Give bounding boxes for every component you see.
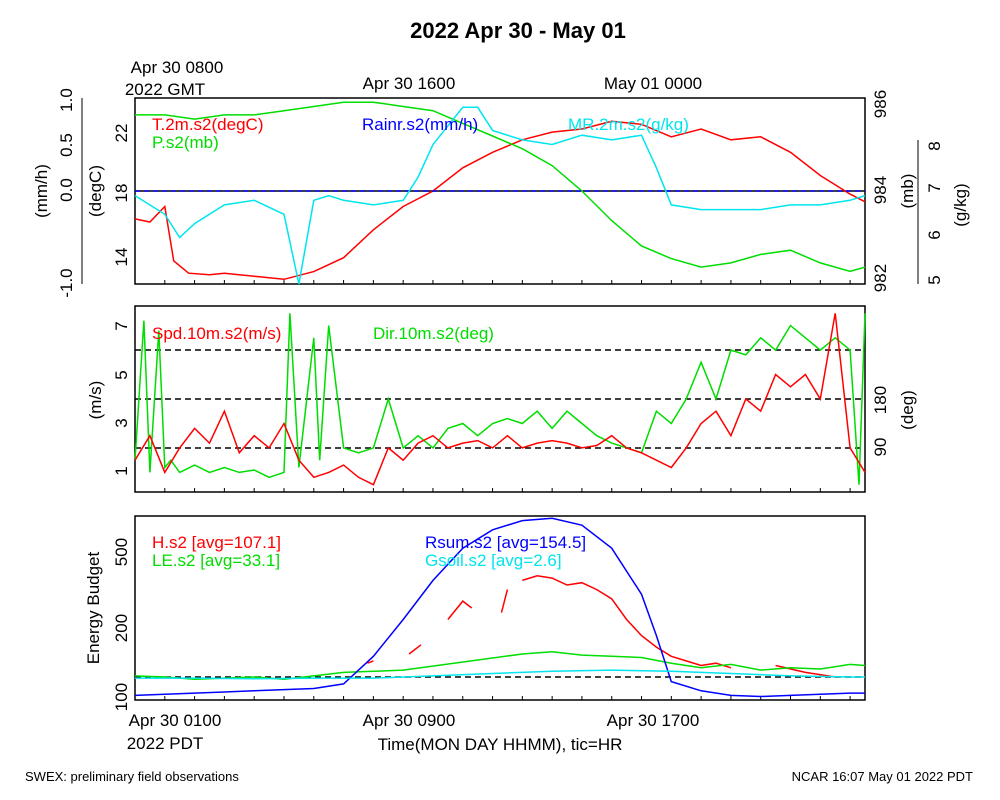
tick-degc-14: 14 <box>112 248 131 267</box>
legend-dir: Dir.10m.s2(deg) <box>373 324 494 343</box>
tick-deg-180: 180 <box>871 386 890 414</box>
top-xlabel-2: Apr 30 1600 <box>363 74 456 93</box>
top-xlabel-1b: 2022 GMT <box>125 80 205 99</box>
footer-left: SWEX: preliminary field observations <box>25 769 239 784</box>
series-top-1 <box>135 101 866 273</box>
top-left-inner-label: (degC) <box>86 165 105 217</box>
tick-ms-5: 5 <box>112 370 131 379</box>
tick-mb-982: 982 <box>871 264 890 292</box>
tick-mb-986: 986 <box>871 90 890 118</box>
legend-spd: Spd.10m.s2(m/s) <box>152 324 281 343</box>
bottom-xlabel-2: Apr 30 0900 <box>363 711 456 730</box>
series-h-seg-0 <box>447 600 473 620</box>
tick-gkg-6: 6 <box>925 230 944 239</box>
series-dir <box>134 313 866 485</box>
tick-eb-100: 100 <box>112 683 131 711</box>
tick-mmh-1: 1.0 <box>57 88 76 112</box>
chart-title: 2022 Apr 30 - May 01 <box>410 18 626 43</box>
top-right-outer-label: (g/kg) <box>951 183 970 226</box>
tick-gkg-8: 8 <box>925 141 944 150</box>
mid-right-label: (deg) <box>898 390 917 430</box>
tick-mmh-0: 0.0 <box>57 178 76 202</box>
mid-left-label: (m/s) <box>86 381 105 420</box>
tick-ms-7: 7 <box>112 321 131 330</box>
tick-ms-3: 3 <box>112 418 131 427</box>
legend-h: H.s2 [avg=107.1] <box>152 533 281 552</box>
series-h-seg-1 <box>500 589 509 613</box>
legend-mr: MR.2m.s2(g/kg) <box>568 115 689 134</box>
series-h-seg-3 <box>367 660 374 664</box>
bottom-xlabel-1: Apr 30 0100 <box>129 711 222 730</box>
series-bottom-1 <box>134 650 866 681</box>
tick-gkg-7: 7 <box>925 183 944 192</box>
legend-gsoil: Gsoil.s2 [avg=2.6] <box>425 551 562 570</box>
tick-gkg-5: 5 <box>925 275 944 284</box>
tick-eb-500: 500 <box>112 538 131 566</box>
tick-ms-1: 1 <box>112 466 131 475</box>
series-bottom-2 <box>134 517 865 698</box>
bottom-xlabel-1b: 2022 PDT <box>127 734 204 753</box>
series-top-3 <box>134 106 866 285</box>
series-top-0 <box>134 120 866 281</box>
series-bottom-3 <box>135 669 865 680</box>
tick-degc-18: 18 <box>112 184 131 203</box>
tick-eb-200: 200 <box>112 614 131 642</box>
top-xlabel-3: May 01 0000 <box>604 74 702 93</box>
x-axis-label: Time(MON DAY HHMM), tic=HR <box>378 735 623 754</box>
legend-pressure: P.s2(mb) <box>152 133 219 152</box>
legend-le: LE.s2 [avg=33.1] <box>152 551 280 570</box>
tick-mmh-m1: -1.0 <box>57 268 76 297</box>
legend-rain: Rainr.s2(mm/h) <box>362 115 478 134</box>
bottom-left-label: Energy Budget <box>84 551 103 664</box>
series-spd <box>134 313 866 486</box>
legend-temp: T.2m.s2(degC) <box>152 115 263 134</box>
top-xlabel-1: Apr 30 0800 <box>131 58 224 77</box>
bottom-xlabel-3: Apr 30 1700 <box>607 711 700 730</box>
tick-degc-22: 22 <box>112 124 131 143</box>
legend-rsum: Rsum.s2 [avg=154.5] <box>425 533 586 552</box>
footer-right: NCAR 16:07 May 01 2022 PDT <box>792 769 973 784</box>
tick-mmh-05: 0.5 <box>57 133 76 157</box>
tick-deg-90: 90 <box>871 438 890 457</box>
top-left-outer-label: (mm/h) <box>32 164 51 218</box>
top-right-inner-label: (mb) <box>898 174 917 209</box>
series-h-seg-4 <box>522 575 732 669</box>
series-h-seg-2 <box>408 644 422 655</box>
tick-mb-984: 984 <box>871 176 890 204</box>
bottom-panel-frame <box>134 515 866 701</box>
